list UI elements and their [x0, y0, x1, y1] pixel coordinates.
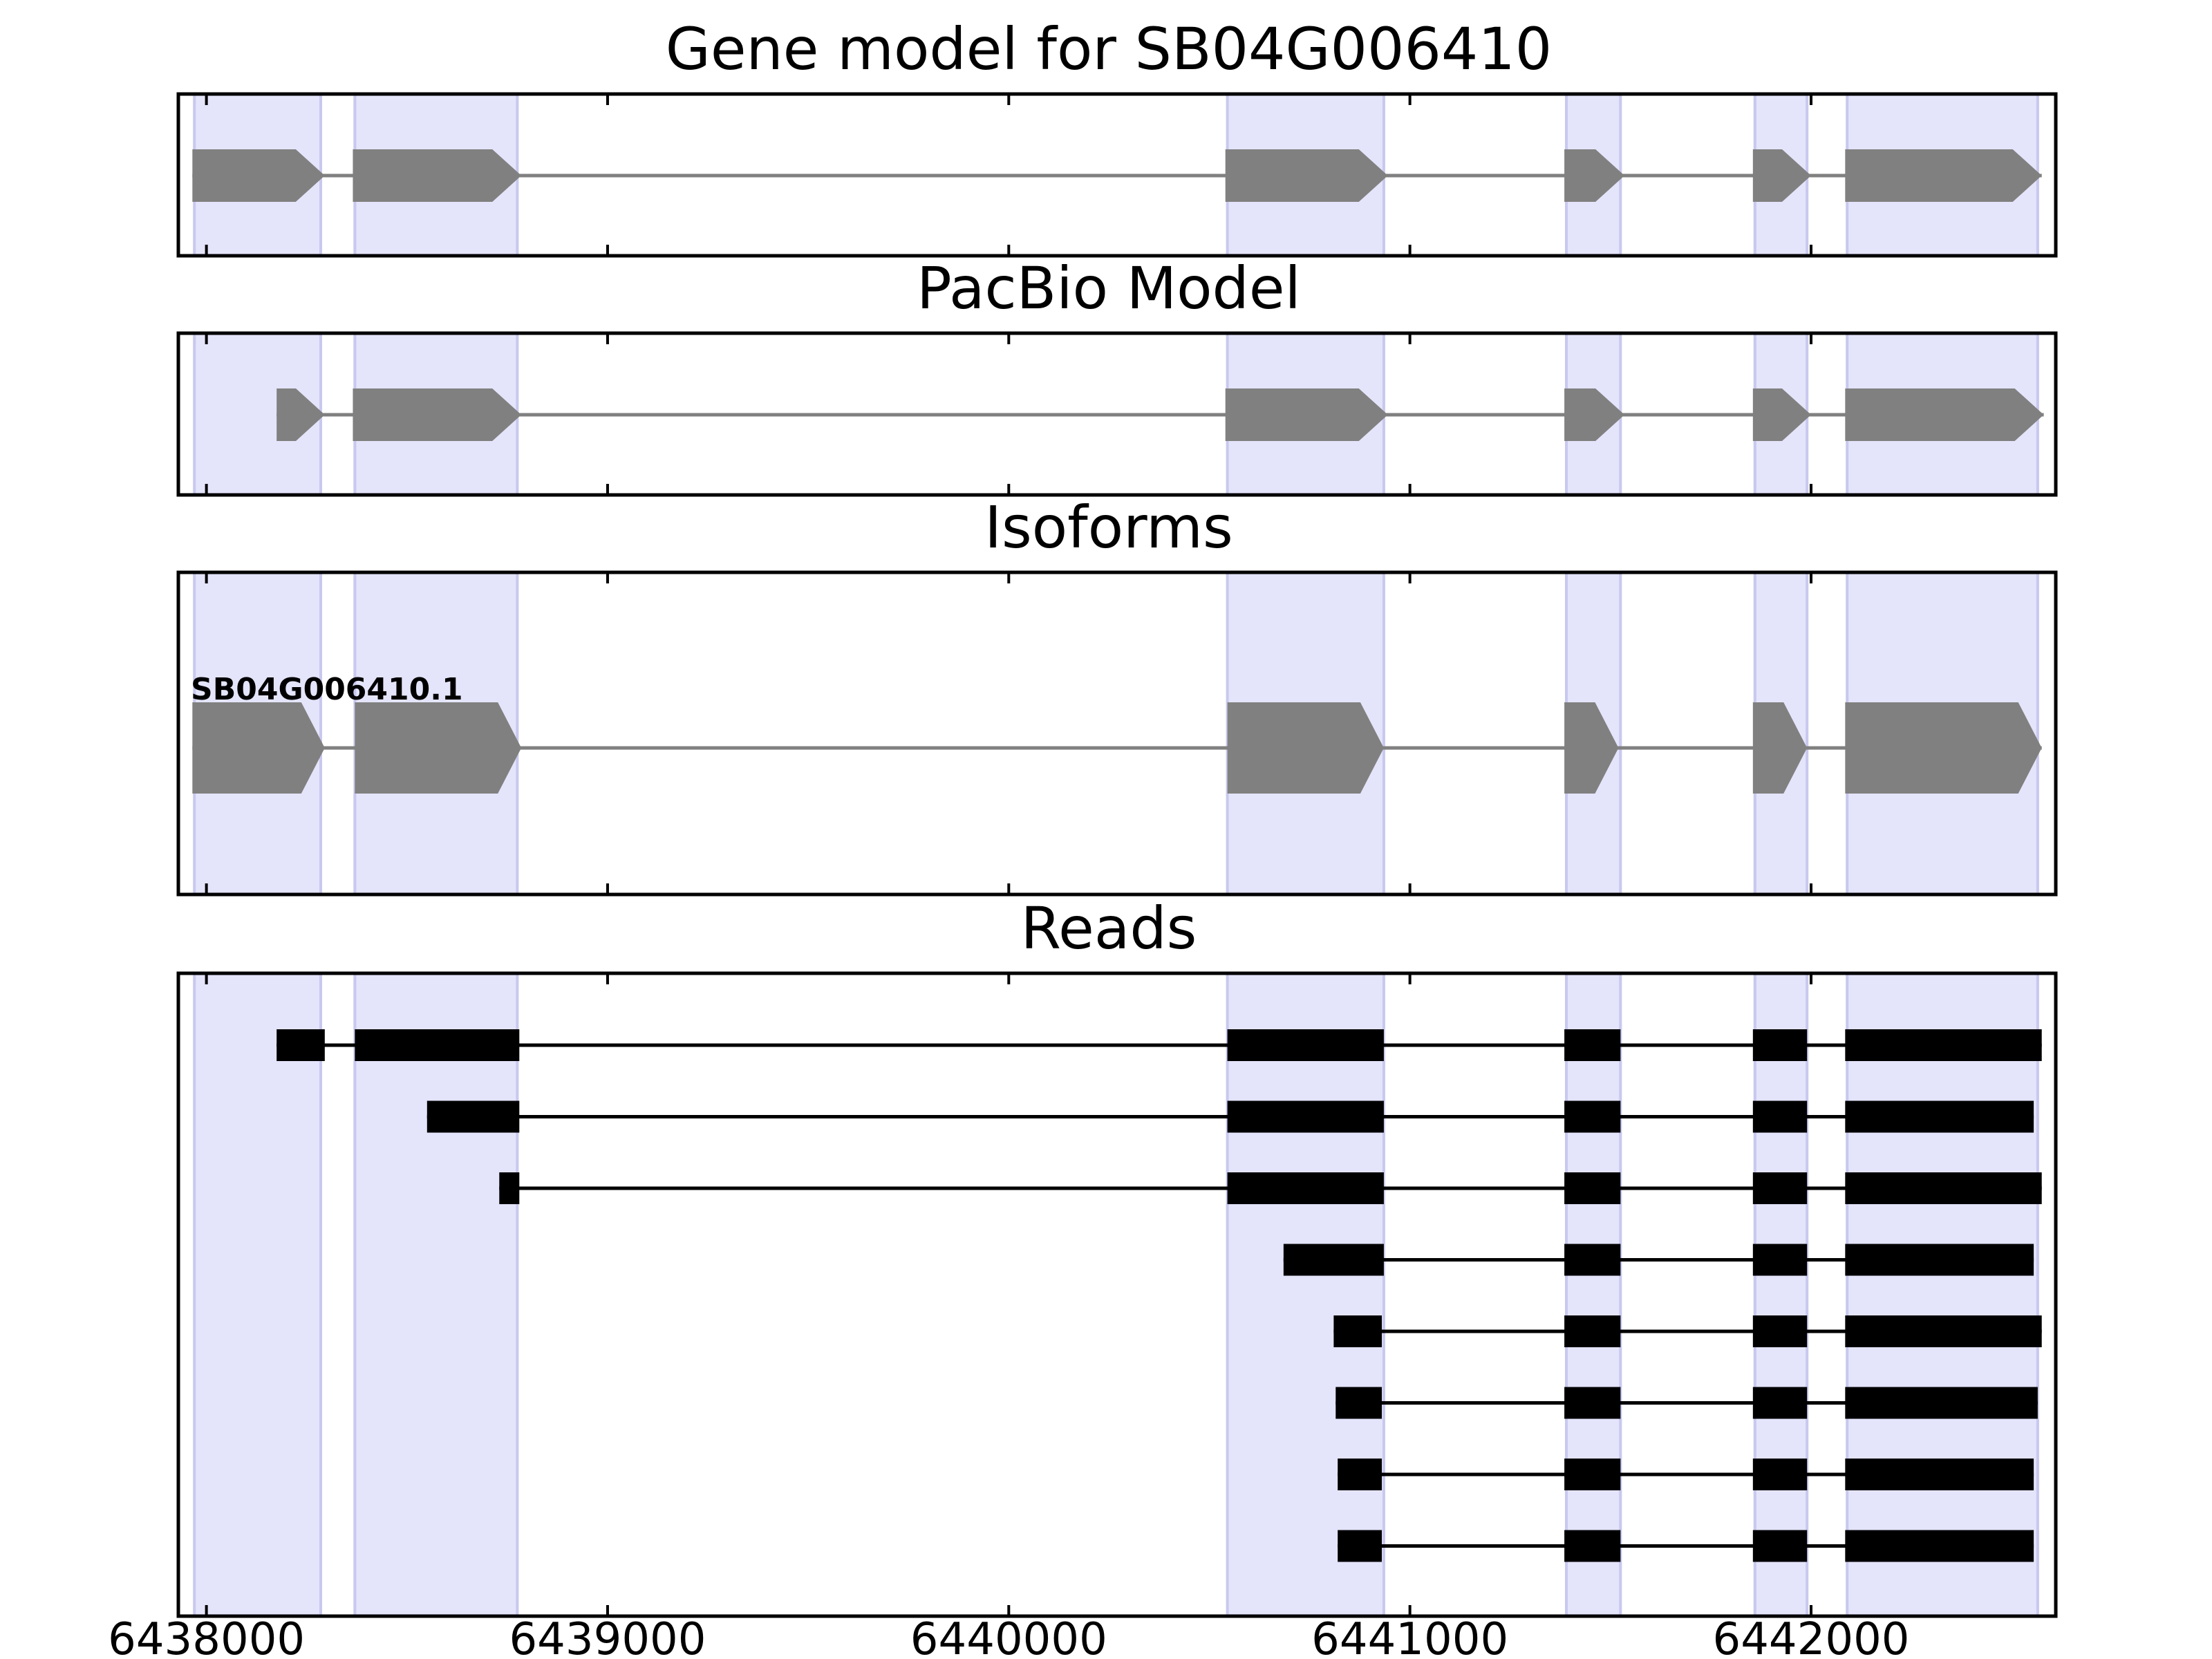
read-block — [1752, 1315, 1808, 1347]
read-block — [1752, 1029, 1808, 1061]
panel-frame — [176, 971, 2058, 1618]
read-block — [1845, 1172, 2042, 1204]
panel-title-gene-model: Gene model for SB04G006410 — [666, 15, 1552, 83]
read-block — [355, 1029, 520, 1061]
pacbio-model-panel — [176, 331, 2058, 497]
exon-arrow — [1225, 388, 1388, 441]
read-block — [1752, 1459, 1808, 1490]
read-block — [1564, 1100, 1621, 1133]
panel-frame — [176, 92, 2058, 258]
exon-arrow — [355, 702, 522, 794]
read-block — [1845, 1244, 2034, 1276]
exon-arrow — [1752, 149, 1811, 202]
read-block — [1845, 1387, 2038, 1419]
x-tick-label: 6438000 — [108, 1614, 305, 1659]
exon-arrow — [1564, 388, 1625, 441]
exon-arrow — [276, 388, 325, 441]
read-block — [1564, 1387, 1621, 1419]
read-block — [1752, 1387, 1808, 1419]
exon-arrow — [1225, 149, 1388, 202]
read-block — [276, 1029, 325, 1061]
read-block — [1845, 1029, 2042, 1061]
read-block — [499, 1172, 520, 1204]
read-block — [1227, 1100, 1384, 1133]
exon-arrow — [1564, 702, 1619, 794]
read-block — [1752, 1530, 1808, 1562]
exon-arrow — [192, 702, 325, 794]
read-block — [1338, 1459, 1382, 1490]
read-block — [1283, 1244, 1384, 1276]
x-tick-label: 6440000 — [910, 1614, 1107, 1659]
read-block — [1564, 1029, 1621, 1061]
isoform-label: SB04G006410.1 — [191, 672, 463, 707]
gene-model-panel — [176, 92, 2058, 258]
exon-arrow — [1845, 702, 2042, 794]
panel-title-isoforms: Isoforms — [984, 494, 1233, 561]
read-block — [1338, 1530, 1382, 1562]
read-block — [1564, 1244, 1621, 1276]
read-block — [1752, 1244, 1808, 1276]
exon-arrow — [1752, 388, 1811, 441]
read-block — [427, 1100, 520, 1133]
panel-title-reads: Reads — [1021, 894, 1197, 962]
isoforms-panel: SB04G006410.1 — [176, 570, 2058, 897]
x-tick-label: 6439000 — [509, 1614, 706, 1659]
read-block — [1227, 1029, 1384, 1061]
read-block — [1564, 1315, 1621, 1347]
panel-title-pacbio-model: PacBio Model — [917, 254, 1301, 322]
exon-arrow — [1752, 702, 1808, 794]
x-axis-tick-labels: 6438000 6439000 6440000 6441000 6442000 — [108, 1614, 1909, 1659]
highlight-region — [1846, 972, 2039, 1618]
exon-arrow — [192, 149, 325, 202]
exon-arrow — [1845, 388, 2044, 441]
exon-arrow — [353, 149, 522, 202]
highlight-region — [1753, 972, 1809, 1618]
reads-panel — [176, 971, 2058, 1618]
read-block — [1845, 1100, 2034, 1133]
panel-frame — [176, 570, 2058, 897]
read-block — [1845, 1459, 2034, 1490]
read-block — [1333, 1315, 1382, 1347]
read-block — [1335, 1387, 1382, 1419]
read-block — [1564, 1172, 1621, 1204]
x-tick-label: 6442000 — [1712, 1614, 1909, 1659]
exon-arrow — [1227, 702, 1384, 794]
exon-arrow — [353, 388, 522, 441]
exon-arrow — [1845, 149, 2042, 202]
read-block — [1845, 1315, 2042, 1347]
read-block — [1752, 1100, 1808, 1133]
exon-arrow — [1564, 149, 1625, 202]
read-block — [1564, 1530, 1621, 1562]
x-tick-label: 6441000 — [1311, 1614, 1508, 1659]
highlight-region — [193, 972, 323, 1618]
read-block — [1564, 1459, 1621, 1490]
read-block — [1752, 1172, 1808, 1204]
highlight-region — [1226, 972, 1385, 1618]
panel-frame — [176, 331, 2058, 497]
read-block — [1227, 1172, 1384, 1204]
highlight-region — [1564, 972, 1622, 1618]
highlight-region — [353, 972, 519, 1618]
read-block — [1845, 1530, 2034, 1562]
